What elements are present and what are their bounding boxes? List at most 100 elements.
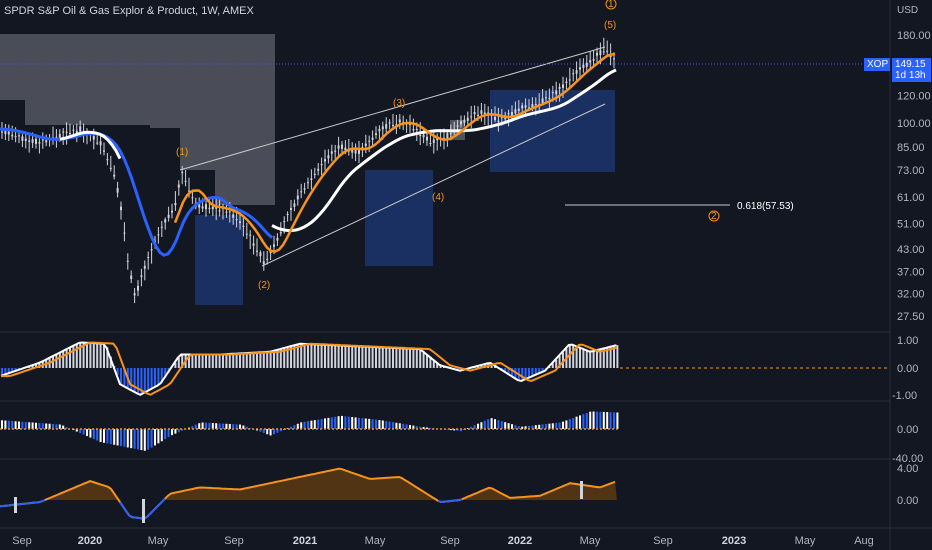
osc1-bar	[409, 348, 411, 368]
osc2-bar	[300, 422, 303, 429]
candle-body	[31, 139, 34, 143]
osc2-bar	[494, 419, 496, 429]
osc1-bar	[228, 354, 231, 368]
osc1-bar	[351, 346, 354, 368]
osc2-bar	[602, 411, 605, 429]
candle-body	[310, 178, 313, 181]
osc1-bar	[364, 346, 367, 368]
time-axis[interactable]: Sep 2020 May Sep 2021 May Sep 2022 May Sep 2023 May…	[12, 535, 874, 547]
osc1-bar	[103, 343, 105, 368]
osc1-bar	[599, 349, 602, 368]
candle-body	[276, 237, 279, 241]
osc1-bar	[538, 368, 541, 374]
osc1-bar	[252, 352, 255, 368]
candle-body	[371, 137, 374, 140]
price-tick-0: 180.00	[897, 30, 931, 42]
osc1-bar	[300, 343, 303, 368]
osc2-bar	[126, 429, 129, 448]
price-axis[interactable]: 180.00150.00120.00100.0085.0073.0061.005…	[897, 30, 931, 323]
price-tick-6: 61.00	[897, 192, 925, 204]
osc2-bar	[609, 412, 612, 429]
candle-body	[293, 203, 296, 207]
candle-body	[466, 117, 469, 121]
candle-body	[381, 126, 384, 130]
osc3-spike-1	[14, 497, 17, 513]
candle-body	[259, 252, 262, 257]
price-tag: 149.15	[892, 58, 931, 71]
candle-body	[565, 81, 568, 84]
candle-body	[511, 112, 513, 116]
osc1-bar	[541, 368, 544, 373]
osc2-bar	[235, 424, 238, 429]
osc2-bar	[320, 419, 323, 429]
candle-body	[422, 134, 425, 138]
symbol-tag: XOP	[864, 58, 890, 71]
osc2-bar	[245, 426, 248, 429]
osc2-bar	[7, 420, 10, 429]
osc1-bar	[99, 343, 102, 368]
osc2-bar	[249, 427, 252, 429]
candle-body	[143, 265, 146, 269]
osc1-bar	[320, 344, 323, 368]
candle-body	[109, 167, 112, 169]
candle-body	[494, 116, 496, 121]
price-tick-7: 51.00	[897, 219, 925, 231]
osc1-bar	[585, 350, 588, 368]
candle-body	[419, 135, 422, 137]
osc1-bar	[589, 351, 592, 368]
osc2-bar	[198, 423, 201, 429]
osc2-bar	[429, 427, 432, 429]
osc1-bar	[534, 368, 537, 376]
osc2-bar	[211, 423, 214, 429]
osc2-bar	[123, 429, 126, 447]
candle-body	[171, 210, 173, 213]
candle-body	[426, 136, 428, 141]
price-tick-9: 37.00	[897, 267, 925, 279]
osc2-bar	[307, 421, 309, 429]
candle-body	[480, 110, 483, 114]
candle-body	[592, 59, 595, 61]
candle-body	[177, 184, 180, 188]
osc2-bar	[109, 429, 112, 445]
osc1-bar	[582, 348, 585, 368]
osc2-bar	[82, 429, 85, 435]
candle-body	[133, 293, 136, 296]
time-tick-5: May	[365, 535, 386, 547]
osc1-bar	[208, 354, 211, 368]
candle-body	[198, 202, 201, 208]
osc2-bar	[99, 429, 102, 443]
candle-body	[313, 173, 316, 175]
candle-body	[514, 109, 517, 114]
osc1-bar	[293, 345, 296, 368]
candle-body	[606, 50, 609, 52]
candle-body	[327, 155, 330, 159]
osc2-bar	[79, 429, 82, 434]
candle-body	[28, 140, 31, 142]
osc2-bar	[341, 415, 343, 429]
candle-body	[521, 105, 524, 109]
candle-body	[395, 124, 398, 126]
candle-body	[62, 131, 65, 133]
osc1-bar	[72, 346, 75, 368]
osc2-bar	[371, 419, 374, 429]
osc1-bar	[334, 345, 337, 368]
time-tick-10: 2023	[722, 535, 746, 547]
osc1-bar	[395, 347, 398, 368]
osc1-bar	[235, 353, 238, 368]
osc1-bar	[521, 368, 524, 381]
osc1-bar	[232, 353, 235, 368]
osc2-bar	[368, 418, 371, 429]
osc1-bar	[405, 348, 408, 368]
osc2-bar	[466, 428, 469, 429]
osc2-bar	[572, 417, 575, 429]
osc1-bar	[344, 345, 347, 368]
candle-body	[164, 219, 167, 223]
osc1-bar	[140, 368, 143, 395]
blue-zone-2	[365, 170, 433, 266]
candle-body	[341, 144, 343, 149]
candle-body	[392, 124, 394, 126]
candle-body	[324, 159, 326, 162]
osc1-bar	[130, 368, 133, 390]
osc2-bar	[616, 412, 619, 429]
